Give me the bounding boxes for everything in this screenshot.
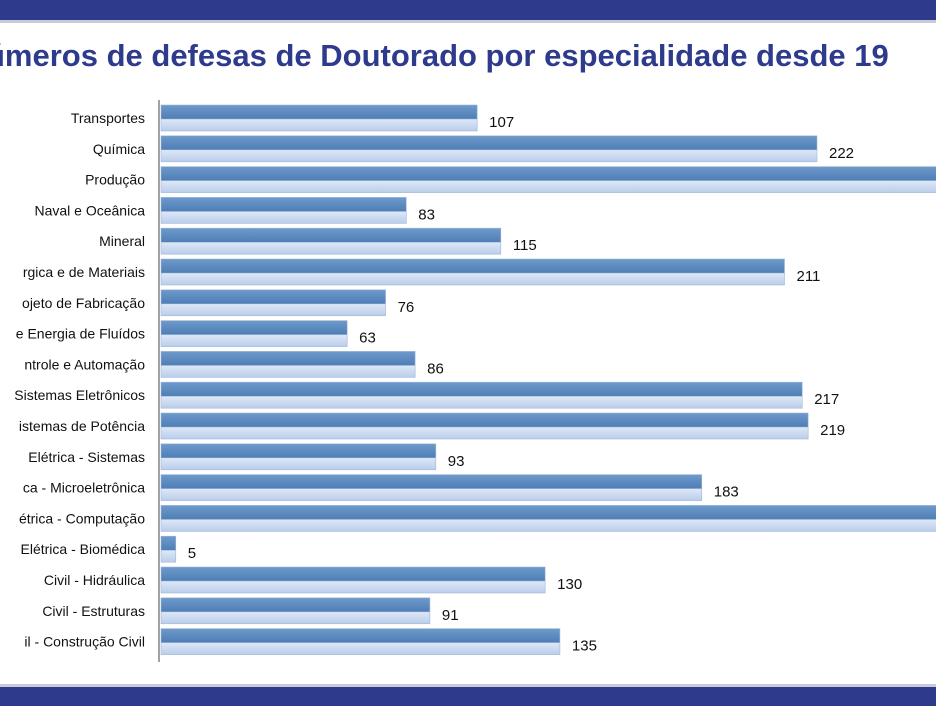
value-label: 219 [820,422,845,439]
bar [160,566,546,594]
value-label: 83 [418,206,435,223]
category-label: Elétrica - Sistemas [28,449,145,465]
category-label: Produção [85,172,145,188]
category-label: rgica e de Materiais [23,264,145,280]
bar [160,135,818,163]
value-label: 130 [557,576,582,593]
bottom-footer-band [0,684,936,706]
value-label: 222 [829,145,854,162]
value-label: 107 [489,114,514,131]
category-label: Mineral [99,233,145,249]
value-label: 217 [814,391,839,408]
bar [160,474,703,501]
bar [160,104,478,132]
category-label: étrica - Computação [19,510,145,526]
bars-group: Transportes 107 Química 222 Produção Naval e … [14,104,936,655]
value-label: 211 [796,268,820,285]
value-label: 183 [714,484,739,501]
category-label: ntrole e Automação [24,356,145,372]
value-label: 63 [359,330,376,347]
value-label: 115 [513,237,537,254]
category-label: Transportes [71,110,145,126]
value-label: 93 [448,453,465,470]
category-label: e Energia de Fluídos [16,326,145,342]
bar [160,412,809,440]
chart-title: úmeros de defesas de Doutorado por espec… [0,38,889,73]
bar [160,258,785,286]
value-label: 91 [442,607,459,624]
bar [160,505,936,532]
value-label: 76 [398,299,415,316]
value-label: 86 [427,360,444,377]
bar [160,535,177,563]
bar [160,381,803,409]
bar [160,628,561,655]
category-label: ojeto de Fabricação [22,295,145,311]
bar [160,443,437,471]
value-label: 135 [572,638,597,655]
bar [160,197,407,224]
category-label: Sistemas Eletrônicos [14,387,145,403]
value-label: 5 [188,545,196,562]
category-label: ca - Microeletrônica [23,480,145,496]
category-label: Naval e Oceânica [34,202,145,218]
bar [160,320,348,347]
category-label: Civil - Estruturas [42,603,145,619]
category-label: Elétrica - Biomédica [21,541,146,557]
category-label: istemas de Potência [19,418,145,434]
category-label: Química [93,141,145,157]
bar [160,351,416,378]
bar [160,227,502,255]
bar [160,289,386,317]
chart-title-container: úmeros de defesas de Doutorado por espec… [0,38,936,82]
bar [160,597,431,625]
top-header-band [0,0,936,23]
category-label: il - Construção Civil [24,634,145,650]
category-label: Civil - Hidráulica [44,572,145,588]
bar [160,166,936,193]
